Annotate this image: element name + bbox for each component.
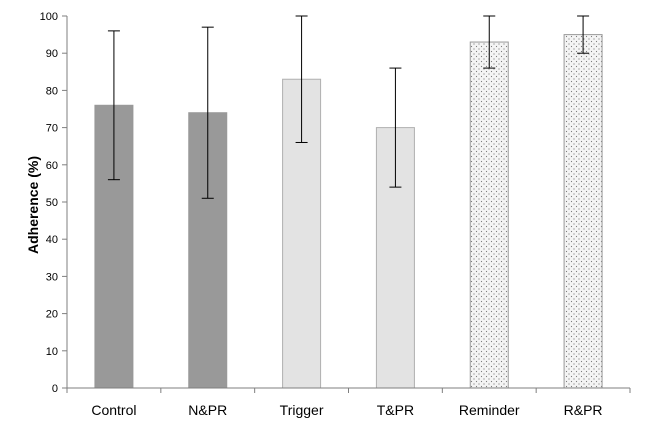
x-category-label: N&PR [188, 402, 227, 418]
y-tick-label: 30 [46, 271, 58, 283]
x-category-label: Reminder [459, 402, 520, 418]
y-tick-label: 10 [46, 346, 58, 358]
y-axis-ticks: 0 10 20 30 40 50 60 70 80 90 100 [40, 11, 631, 395]
y-tick-label: 70 [46, 123, 58, 135]
x-category-label: R&PR [564, 402, 603, 418]
y-tick-label: 90 [46, 48, 58, 60]
x-category-label: Trigger [280, 402, 324, 418]
y-tick-label: 80 [46, 85, 58, 97]
y-tick-label: 60 [46, 160, 58, 172]
y-tick-label: 40 [46, 234, 58, 246]
y-tick-label: 20 [46, 309, 58, 321]
x-category-label: Control [91, 402, 136, 418]
error-bars-group [107, 15, 590, 199]
y-axis-title: Adherence (%) [25, 156, 41, 254]
category-labels: Control N&PR Trigger T&PR Reminder R&PR [91, 402, 602, 418]
y-tick-label: 0 [52, 383, 58, 395]
y-tick-label: 100 [40, 11, 58, 23]
x-category-label: T&PR [377, 402, 414, 418]
bars-group [94, 34, 603, 389]
bar-reminder [469, 41, 509, 389]
y-tick-label: 50 [46, 197, 58, 209]
bar-r-pr [563, 34, 603, 389]
